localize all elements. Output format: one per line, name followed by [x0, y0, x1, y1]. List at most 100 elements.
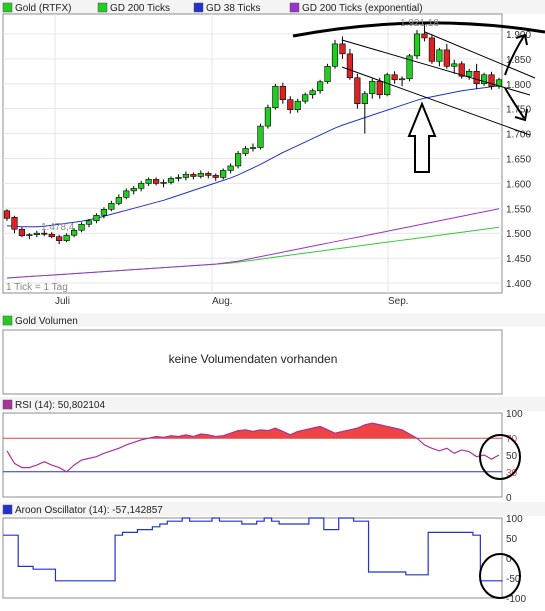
candle-up — [436, 49, 443, 62]
candle-down — [473, 70, 480, 85]
aroon-legend-swatch — [2, 504, 13, 515]
candle-up — [324, 66, 331, 83]
volume-legend-label: Gold Volumen — [15, 316, 78, 327]
rsi-overbought-fill — [7, 423, 499, 439]
candle-up — [480, 74, 488, 85]
volume-panel: Gold Volumen keine Volumendaten vorhande… — [0, 313, 545, 395]
rsi-y-tick-label: 30 — [506, 468, 518, 479]
aroon-y-tick-label: -50 — [506, 574, 521, 585]
rsi-y-tick-label: 50 — [506, 451, 518, 462]
rsi-circle-annotation — [479, 434, 521, 480]
candlesticks — [3, 23, 503, 245]
candle-down — [458, 63, 465, 77]
candle-up — [406, 55, 413, 80]
legend-label: GD 200 Ticks (exponential) — [302, 3, 423, 14]
rsi-legend-label: RSI (14): 50,802104 — [15, 400, 105, 411]
candle-up — [100, 209, 108, 216]
legend-swatch — [97, 2, 108, 13]
candle-up — [264, 107, 272, 127]
price-legend-bar — [0, 0, 545, 14]
candle-down — [3, 210, 11, 219]
candle-up — [115, 197, 122, 204]
candle-up — [294, 100, 301, 110]
aroon-panel: Aroon Oscillator (14): -57,142857 100 50 0… — [0, 502, 545, 605]
aroon-y-tick-label: 50 — [506, 534, 518, 545]
candle-up — [108, 203, 115, 210]
candle-up — [220, 170, 227, 178]
rsi-plot-frame — [2, 412, 503, 498]
top-arc-annotation — [292, 21, 545, 38]
y-tick-label: 1.450 — [506, 254, 531, 265]
volume-message: keine Volumendaten vorhanden — [169, 352, 338, 366]
candle-down — [287, 99, 294, 110]
legend-swatch — [289, 2, 300, 13]
y-tick-label: 1.400 — [506, 279, 531, 290]
candle-up — [93, 214, 100, 222]
candle-down — [18, 228, 26, 237]
candle-down — [190, 174, 197, 177]
candle-up — [167, 178, 175, 183]
candle-up — [257, 125, 264, 148]
y-tick-label: 1.650 — [506, 154, 531, 165]
candle-down — [391, 74, 398, 81]
aroon-line — [3, 517, 503, 582]
candle-up — [175, 177, 182, 179]
candle-up — [466, 70, 473, 77]
candle-down — [346, 53, 354, 79]
aroon-lines — [3, 517, 503, 582]
aroon-y-tick-label: 0 — [506, 554, 512, 565]
candle-up — [123, 190, 130, 198]
candle-up — [384, 74, 391, 96]
candle-down — [48, 233, 55, 238]
volume-legend-bar — [0, 313, 545, 327]
aroon-y-axis: 100 50 0 -50 -100 — [506, 514, 526, 605]
low-price-label: 1.478,4 — [41, 222, 75, 233]
annotations — [292, 21, 545, 173]
legend-label: GD 200 Ticks — [110, 3, 170, 14]
candle-up — [145, 179, 152, 184]
candle-up — [63, 234, 70, 241]
candle-up — [33, 232, 40, 236]
legend-label: Gold (RTFX) — [15, 3, 72, 14]
candle-up — [249, 147, 257, 149]
candle-down — [376, 80, 383, 96]
candle-up — [78, 223, 85, 231]
candle-up — [26, 234, 33, 237]
candle-up — [413, 33, 421, 57]
candle-up — [242, 148, 249, 154]
legend-label: GD 38 Ticks — [206, 3, 260, 14]
rsi-legend-bar — [0, 397, 545, 411]
legend-swatch — [193, 2, 204, 13]
candle-up — [70, 229, 78, 236]
candle-up — [182, 174, 190, 178]
y-tick-label: 1.850 — [506, 55, 531, 66]
candle-down — [279, 85, 286, 100]
volume-legend-swatch — [2, 315, 13, 326]
arrow-down-right-annotation — [504, 87, 528, 122]
candle-down — [56, 236, 63, 241]
channel-upper-line — [341, 39, 531, 96]
candle-down — [428, 37, 436, 62]
candle-up — [272, 85, 279, 108]
y-tick-label: 1.550 — [506, 204, 531, 215]
series-line-gd-200-ticks-exponential- — [6, 208, 500, 279]
aroon-plot-frame — [2, 517, 503, 599]
candle-down — [488, 74, 495, 87]
rsi-lines — [3, 422, 502, 473]
candle-down — [152, 179, 160, 184]
candle-up — [331, 43, 339, 67]
y-tick-label: 1.500 — [506, 229, 531, 240]
candle-up — [234, 153, 242, 167]
candle-down — [354, 77, 361, 104]
tick-note: 1 Tick = 1 Tag — [6, 282, 68, 293]
x-label-sep: Sep. — [388, 296, 409, 307]
volume-plot-frame — [2, 329, 503, 395]
candle-up — [130, 188, 137, 192]
aroon-y-tick-label: -100 — [506, 594, 526, 605]
y-tick-label: 1.900 — [506, 30, 531, 41]
high-price-label: 1.921,18 — [400, 18, 439, 29]
up-arrow-annotation — [407, 101, 437, 173]
candle-down — [11, 216, 18, 230]
